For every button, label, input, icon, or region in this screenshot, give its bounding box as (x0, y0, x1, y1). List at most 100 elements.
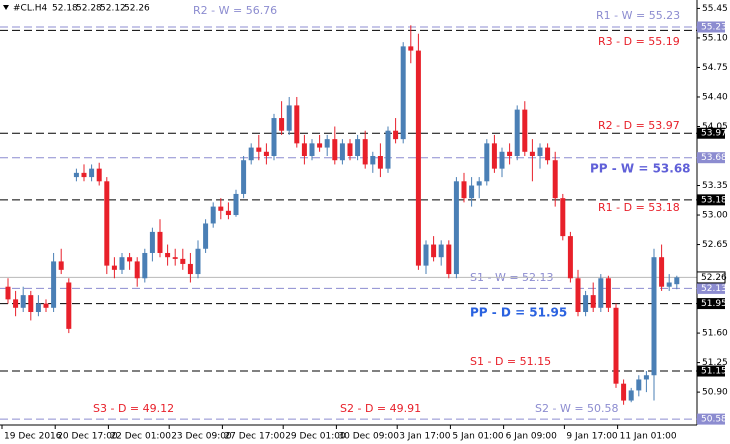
x-tick-label: 30 Dec 09:00 (338, 432, 399, 442)
level-tag-label: 53.97 (701, 129, 727, 139)
y-tick-label: 53.00 (702, 211, 728, 221)
candle-body (28, 295, 34, 313)
candle-body (248, 147, 254, 161)
level-label: R2 - W = 56.76 (193, 4, 277, 17)
candle-body (104, 181, 110, 266)
candle-body (225, 210, 231, 216)
level-tag-label: 51.95 (701, 299, 727, 309)
candle-body (636, 379, 642, 391)
candle-body (127, 257, 133, 262)
candle-body (491, 143, 497, 169)
candle-body (324, 139, 330, 148)
x-tick-label: 19 Dec 2016 (4, 432, 62, 442)
candle-body (461, 181, 467, 199)
candle-body (165, 252, 171, 258)
candle-body (370, 156, 376, 165)
candle-body (453, 181, 459, 275)
candle-body (241, 160, 247, 194)
candle-body (590, 295, 596, 308)
x-tick-label: 27 Dec 17:00 (224, 432, 285, 442)
candle-body (339, 143, 345, 161)
candle-body (507, 151, 513, 157)
y-tick-label: 52.65 (702, 240, 728, 250)
candle-body (81, 172, 87, 178)
candle-body (529, 151, 535, 157)
candle-body (172, 257, 178, 259)
candle-body (651, 257, 657, 376)
candle-body (263, 151, 269, 157)
candle-body (332, 139, 338, 161)
level-label: S2 - D = 49.91 (340, 402, 421, 415)
candle-body (423, 244, 429, 266)
y-tick-label: 55.45 (702, 4, 728, 14)
candle-body (552, 160, 558, 199)
header-value: 52.26 (124, 4, 150, 14)
axis-labels: 55.45 55.10 54.75 54.40 54.05 53.35 53.00 52.65… (1, 4, 728, 442)
candle-body (415, 50, 421, 266)
y-tick-label: 51.25 (702, 358, 728, 368)
candle-body (605, 278, 611, 308)
level-label: PP - W = 53.68 (590, 162, 691, 176)
level-label: S2 - W = 50.58 (535, 402, 619, 415)
level-label: R1 - D = 53.18 (598, 201, 680, 214)
candle-body (111, 265, 117, 270)
candle-body (233, 193, 239, 216)
candle-body (43, 303, 49, 308)
candle-body (567, 236, 573, 279)
candle-body (659, 257, 665, 287)
candle-body (195, 248, 201, 275)
y-tick-label: 54.75 (702, 63, 728, 73)
candle-body (256, 147, 262, 152)
x-tick-label: 9 Jan 17:00 (566, 432, 618, 442)
x-tick-label: 5 Jan 01:00 (452, 432, 504, 442)
candle-body (279, 118, 285, 131)
candle-body (20, 295, 26, 308)
candle-body (73, 172, 79, 178)
candle-body (613, 307, 619, 384)
candle-body (66, 282, 72, 329)
candle-body (643, 375, 649, 380)
candle-body (35, 303, 41, 313)
candle-body (621, 383, 627, 401)
level-tag-label: 50.58 (701, 415, 727, 425)
level-tag (697, 194, 725, 206)
x-tick-label: 6 Jan 09:00 (506, 432, 558, 442)
level-tag (697, 298, 725, 310)
candle-body (180, 258, 186, 264)
candle-body (400, 46, 406, 140)
level-tag-label: 51.15 (701, 367, 727, 377)
x-tick-label: 23 Dec 09:00 (171, 432, 232, 442)
candle-body (119, 257, 125, 270)
candle-body (58, 261, 64, 270)
candle-body (355, 139, 361, 157)
candle-body (393, 130, 399, 140)
candle-body (362, 139, 368, 165)
candle-body (522, 109, 528, 152)
level-tag-label: 52.13 (701, 284, 727, 294)
price-tag-label: 52.26 (701, 273, 727, 283)
candle-body (286, 105, 292, 131)
candle-body (13, 299, 19, 308)
level-tag (697, 21, 725, 33)
candle-body (157, 231, 163, 253)
y-tick-label: 55.10 (702, 33, 728, 43)
candle-body (560, 198, 566, 237)
y-tick-label: 53.35 (702, 181, 728, 191)
header-value: 52.18 (52, 4, 78, 14)
candle-body (218, 206, 224, 211)
x-tick-label: 3 Jan 17:00 (399, 432, 451, 442)
candle-body (537, 147, 543, 157)
candle-body (142, 252, 148, 279)
candle-body (210, 206, 216, 224)
candle-body (583, 295, 589, 313)
y-tick-label: 54.05 (702, 122, 728, 132)
level-label: S1 - D = 51.15 (470, 355, 551, 368)
x-tick-label: 11 Jan 01:00 (620, 432, 677, 442)
candle-body (301, 143, 307, 157)
collapse-icon (3, 5, 9, 10)
candle-body (469, 185, 475, 199)
candle-body (134, 261, 140, 279)
x-tick-label: 20 Dec 17:00 (57, 432, 118, 442)
